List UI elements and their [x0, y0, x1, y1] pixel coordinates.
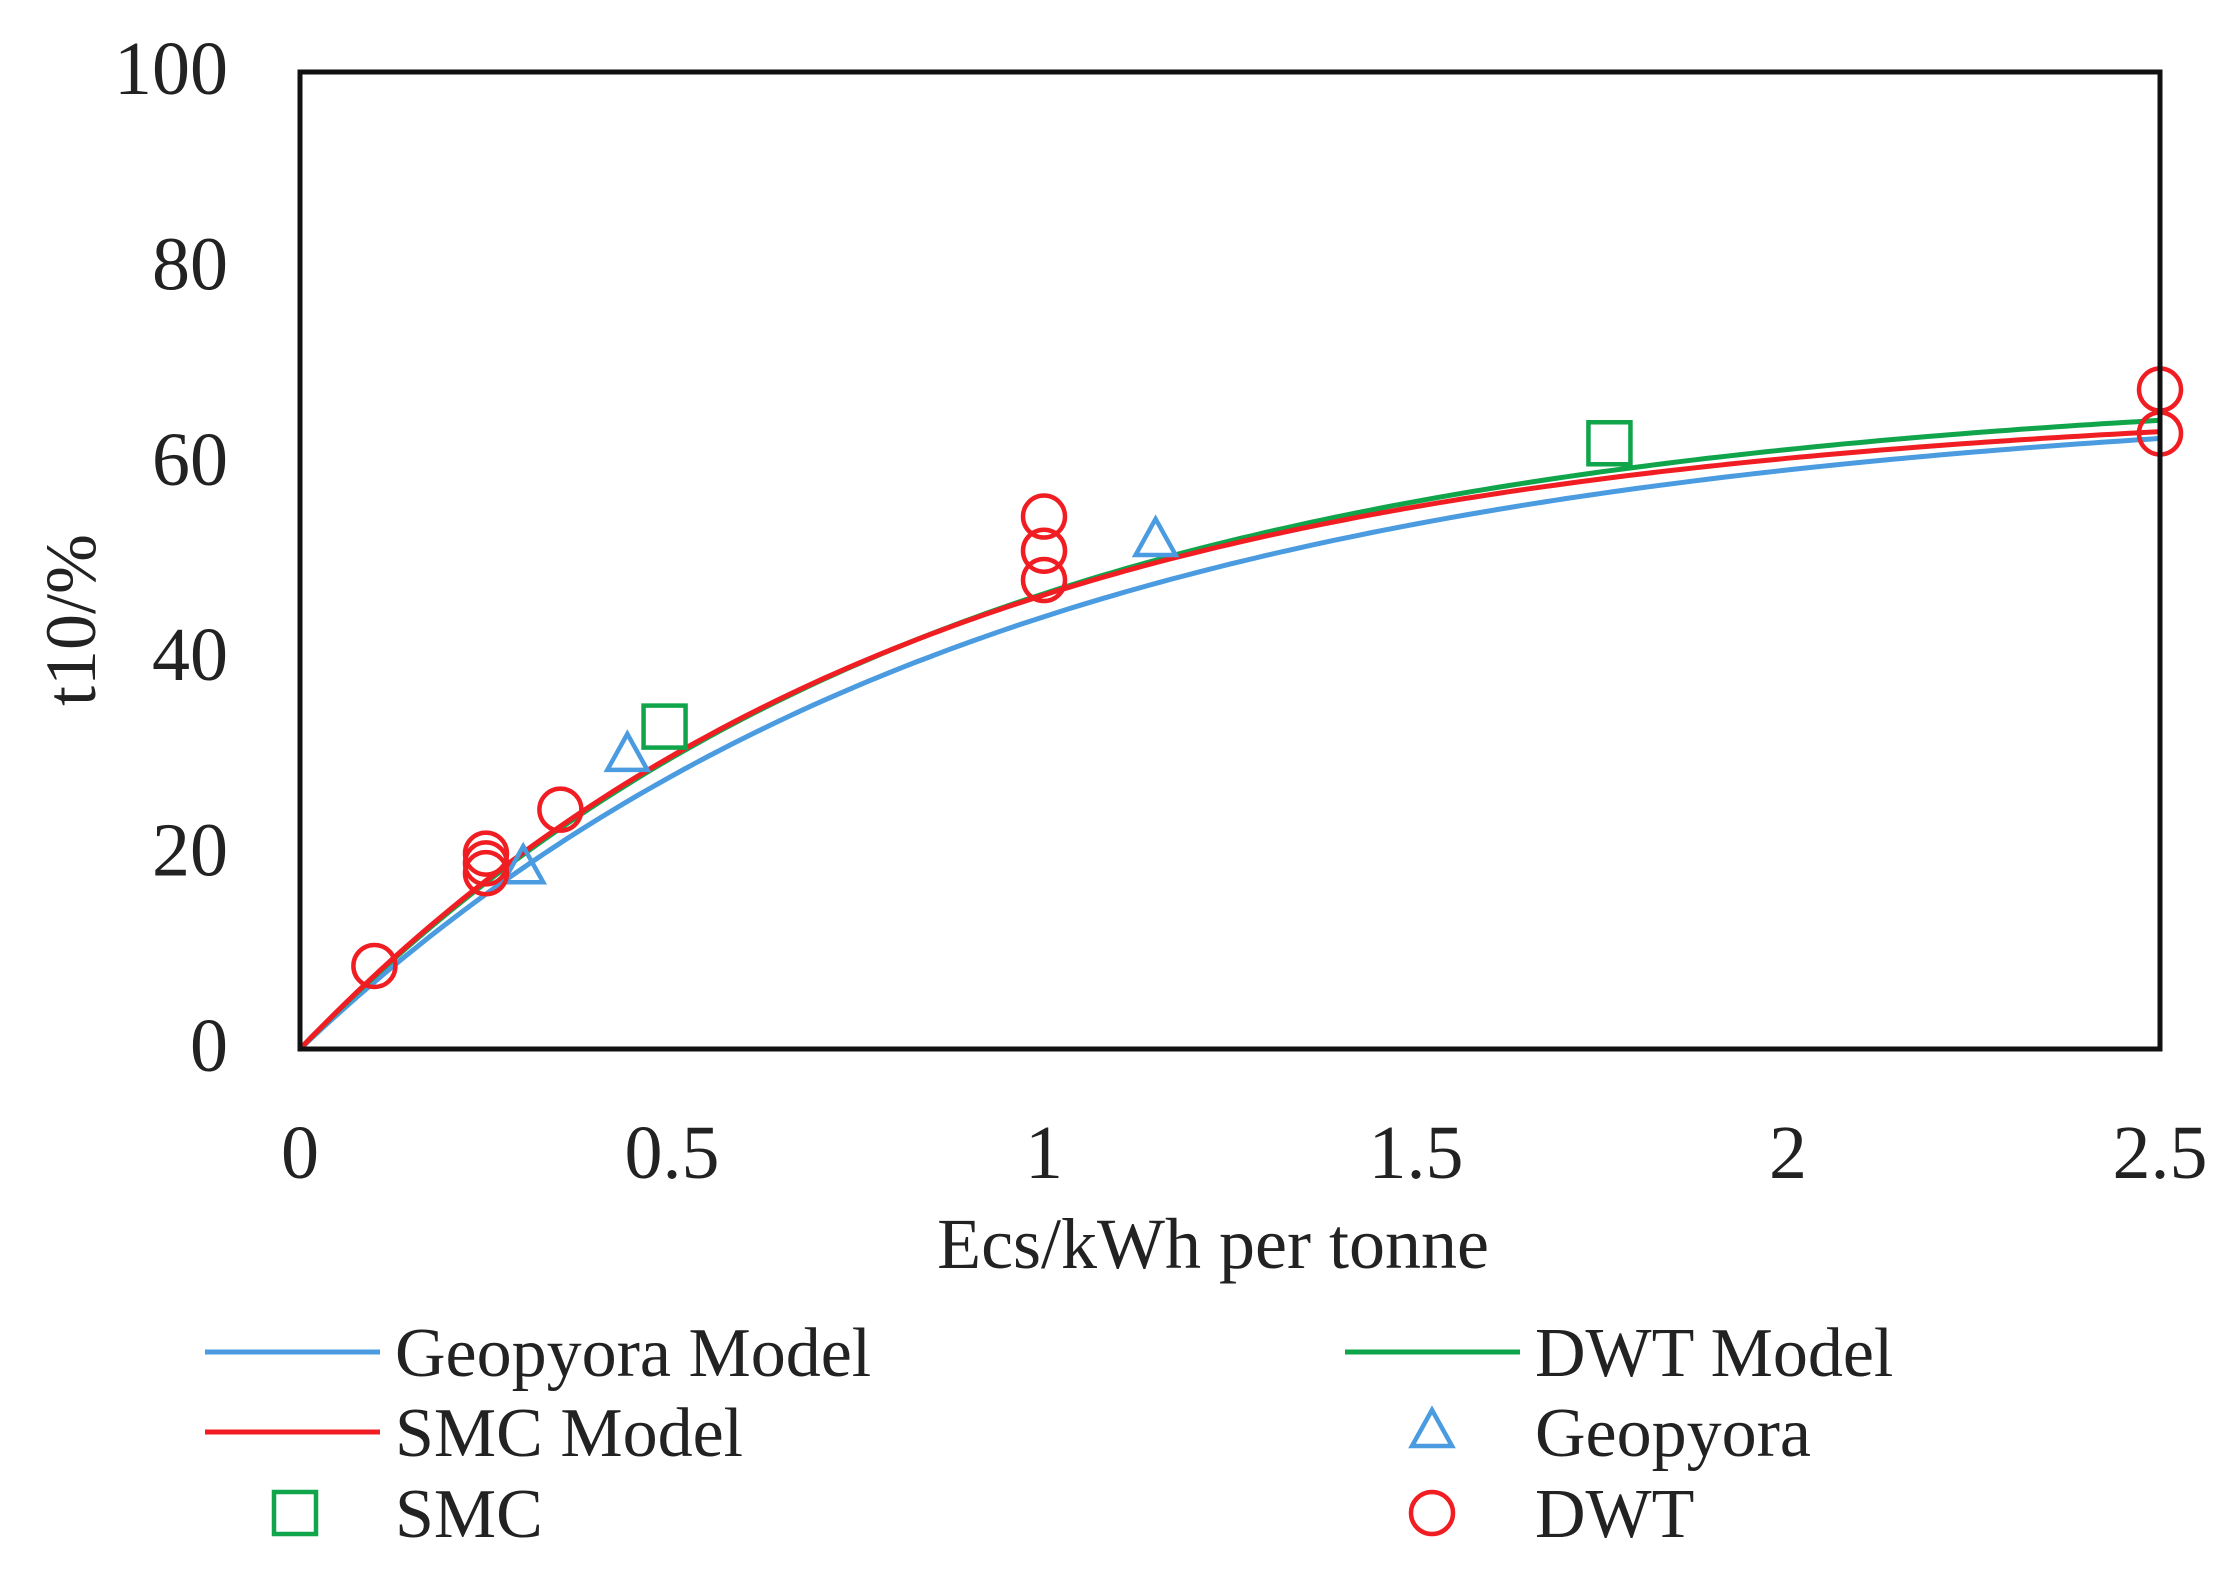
dwt-point	[1020, 493, 1068, 540]
dwt-model-line	[298, 417, 2161, 1051]
legend-swatch-smc	[271, 1489, 319, 1537]
geopyora-model-line	[298, 435, 2161, 1051]
legend-swatch-geopyora	[1408, 1405, 1456, 1449]
legend-label-smc-model: SMC Model	[395, 1395, 743, 1472]
y-tick-label: 0	[190, 1004, 228, 1088]
y-tick-label: 60	[152, 418, 228, 502]
x-tick-label: 0	[281, 1111, 319, 1195]
smc-point	[641, 703, 688, 750]
dwt-point	[351, 942, 398, 990]
legend-label-dwt: DWT	[1535, 1476, 1694, 1553]
legend-swatch-dwt	[1408, 1489, 1456, 1537]
tick-labels: 0 0.5 1 1.5 2 2.5 0 20 40 60 80 100	[114, 27, 2208, 1195]
x-tick-label: 2.5	[2113, 1111, 2208, 1195]
legend: Geopyora Model DWT Model SMC Model Geopyora…	[205, 1315, 1893, 1553]
x-axis-title: Ecs/kWh per tonne	[937, 1204, 1489, 1284]
x-tick-label: 1.5	[1369, 1111, 1464, 1195]
model-lines	[298, 417, 2161, 1051]
y-tick-label: 100	[114, 27, 228, 111]
legend-label-geopyora-model: Geopyora Model	[395, 1315, 871, 1392]
y-tick-label: 80	[152, 222, 228, 306]
dwt-point	[1020, 556, 1068, 604]
smc-model-line	[298, 429, 2161, 1051]
legend-label-dwt-model: DWT Model	[1535, 1315, 1893, 1392]
data-points	[351, 366, 2184, 990]
smc-point	[1586, 420, 1633, 467]
x-tick-label: 1	[1025, 1111, 1063, 1195]
legend-label-smc: SMC	[395, 1476, 543, 1553]
y-tick-label: 20	[152, 809, 228, 893]
y-tick-label: 40	[152, 613, 228, 697]
dwt-point	[1020, 527, 1068, 574]
y-axis-title: t10/%	[31, 534, 111, 706]
geopyora-point	[1131, 514, 1180, 558]
legend-label-geopyora: Geopyora	[1535, 1395, 1811, 1472]
geopyora-point	[499, 841, 548, 885]
x-tick-label: 0.5	[625, 1111, 720, 1195]
x-tick-label: 2	[1769, 1111, 1807, 1195]
plot-frame	[297, 69, 2163, 1052]
dwt-point	[462, 830, 510, 877]
dwt-point	[537, 786, 584, 833]
geopyora-point	[603, 729, 652, 773]
